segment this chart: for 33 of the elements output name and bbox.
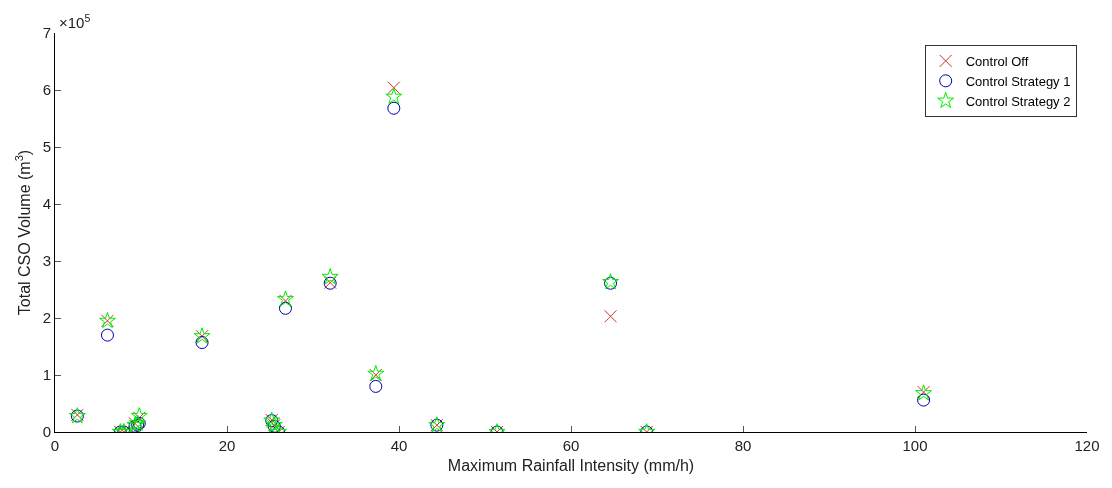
- point: [387, 101, 401, 115]
- point: [321, 268, 339, 285]
- point: [100, 328, 114, 342]
- x-tick-label: 100: [902, 437, 928, 454]
- y-tick-label: 7: [42, 24, 51, 42]
- point: [276, 290, 294, 307]
- point: [367, 364, 385, 382]
- point: [278, 301, 292, 315]
- y-tick-label: 1: [42, 366, 51, 384]
- x-tick-label: 60: [562, 437, 580, 454]
- y-tick-label: 0: [42, 423, 51, 441]
- x-tick-label: 40: [390, 437, 408, 454]
- point: [385, 87, 403, 105]
- y-tick-label: 5: [42, 138, 51, 156]
- y-tick-label: 6: [42, 81, 51, 99]
- point: [130, 407, 148, 424]
- x-tick-label: 120: [1074, 437, 1100, 454]
- x-axis-title: Maximum Rainfall Intensity (mm/h): [447, 456, 695, 474]
- y-tick-label: 3: [42, 252, 51, 270]
- point: [369, 379, 383, 393]
- point: [195, 336, 209, 349]
- text: ×10$^{5}$: [59, 12, 91, 32]
- legend-label: Control Off: [965, 53, 1029, 69]
- y-tick-label: 4: [42, 195, 51, 213]
- y-tick-label: 2: [42, 309, 51, 327]
- point: [604, 309, 618, 323]
- legend-label: Control Strategy 2: [965, 93, 1071, 109]
- point: [387, 81, 401, 95]
- x-tick-label: 20: [218, 437, 236, 454]
- legend-label: Control Strategy 1: [965, 73, 1071, 89]
- point: [369, 368, 383, 382]
- point: [917, 393, 931, 407]
- x-tick-label: 80: [734, 437, 752, 454]
